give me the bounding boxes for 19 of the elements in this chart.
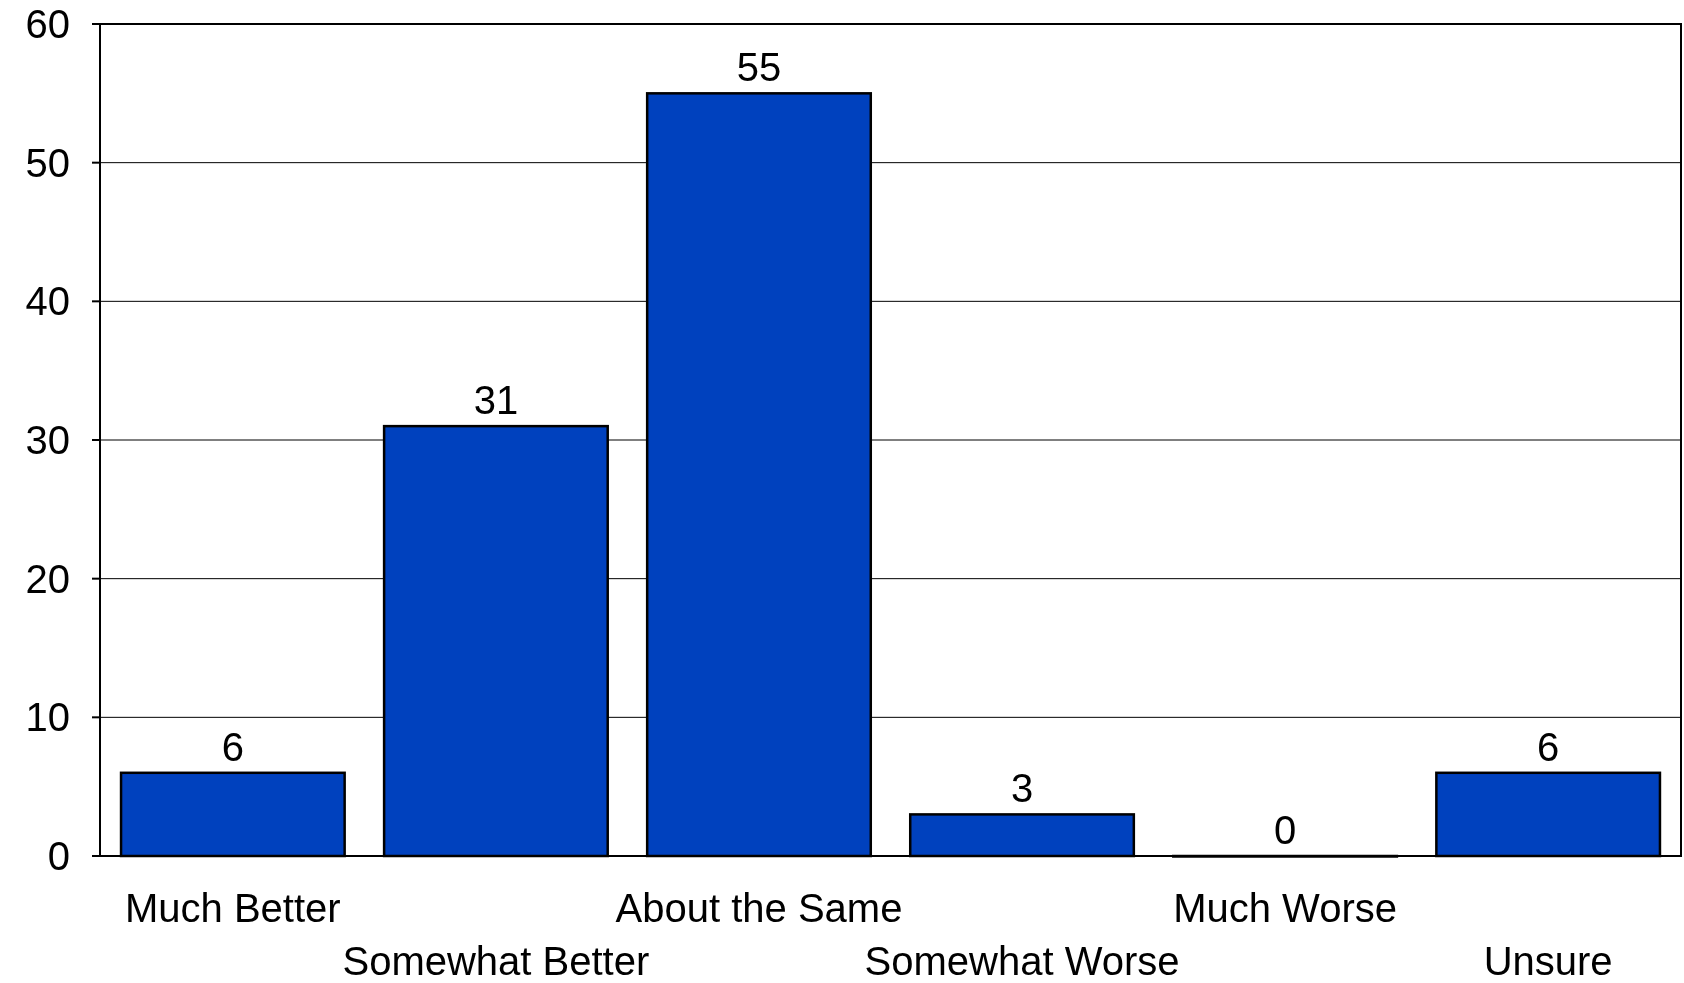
- data-label: 0: [1273, 808, 1297, 852]
- y-tick-label: 60: [25, 2, 70, 46]
- x-tick-label: Unsure: [1483, 939, 1613, 983]
- data-label: 31: [473, 378, 519, 423]
- x-tick-label: Much Worse: [1173, 886, 1397, 930]
- x-tick-label: Somewhat Better: [342, 939, 650, 983]
- y-tick-label: 0: [47, 834, 70, 878]
- data-label: 3: [1010, 766, 1034, 811]
- y-tick-label: 10: [25, 695, 70, 740]
- data-label: 55: [736, 45, 782, 90]
- data-label: 6: [1537, 724, 1560, 769]
- y-tick-label: 20: [25, 556, 70, 601]
- x-tick-label: Much Better: [125, 886, 341, 930]
- y-tick-label: 30: [25, 418, 70, 462]
- x-tick-label: Somewhat Worse: [864, 939, 1180, 983]
- data-label: 6: [221, 724, 244, 769]
- x-tick-label: About the Same: [615, 886, 903, 930]
- y-tick-label: 50: [25, 140, 70, 185]
- y-tick-label: 40: [25, 279, 70, 324]
